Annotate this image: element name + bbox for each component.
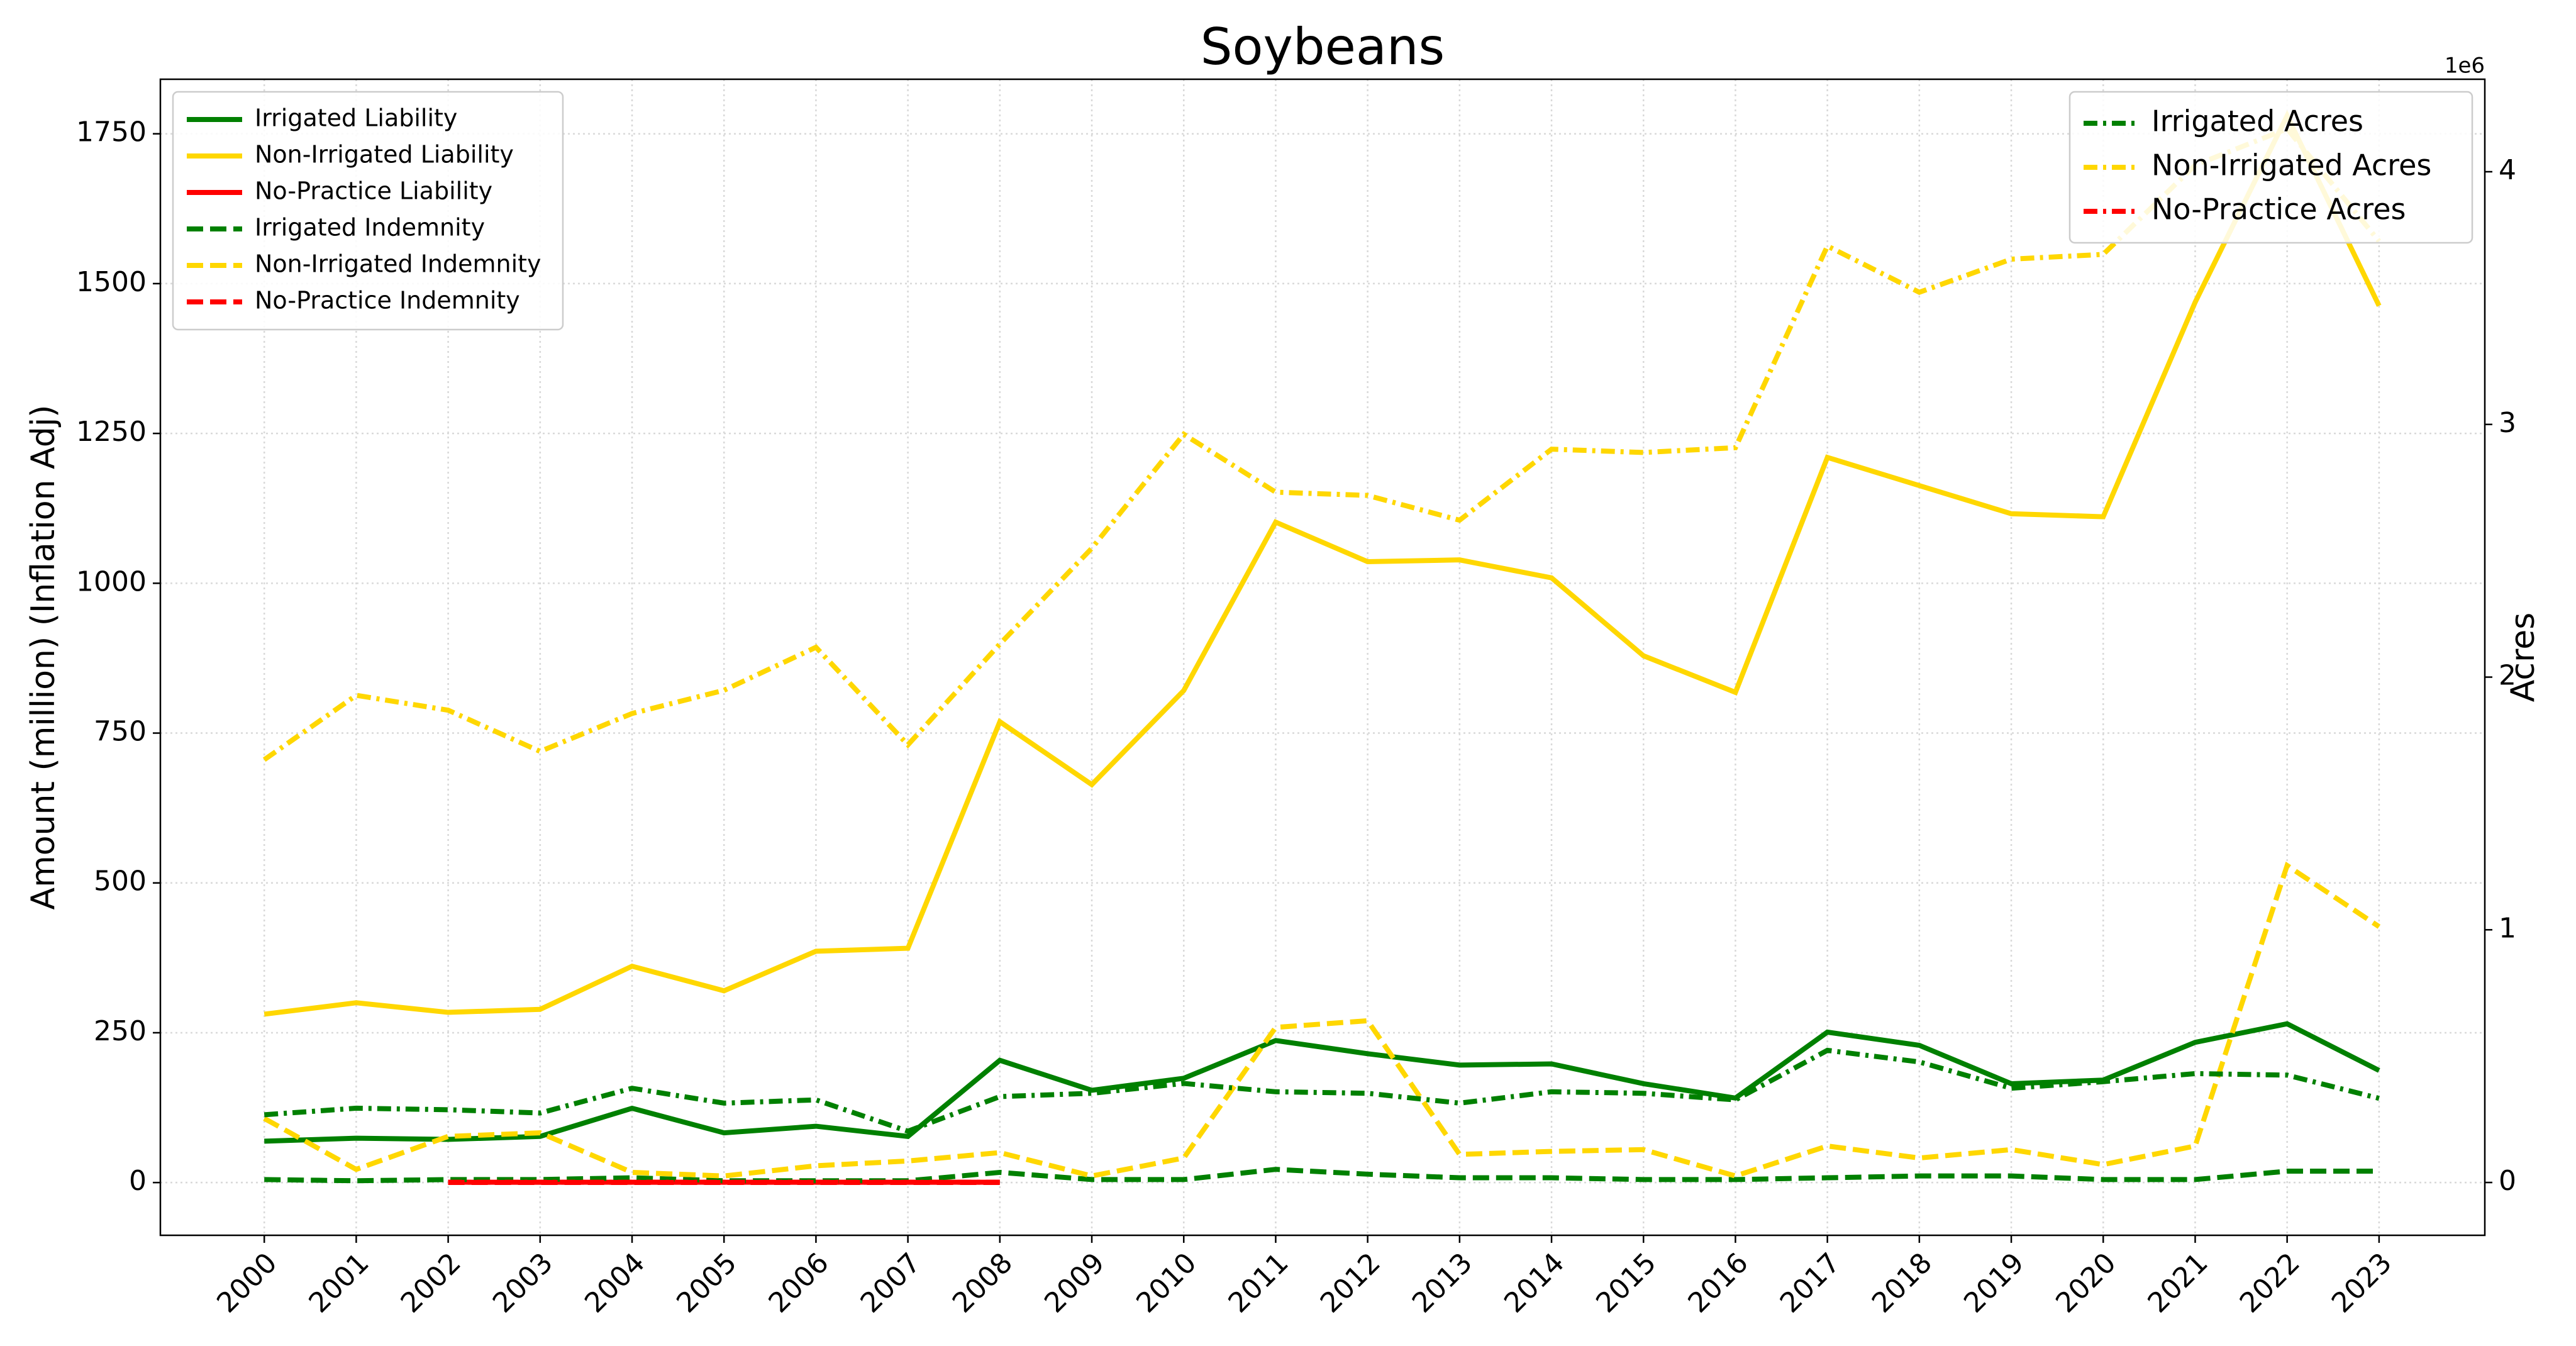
- y2-axis-label: Acres: [2504, 613, 2542, 703]
- legend-label: Irrigated Acres: [2151, 104, 2363, 138]
- y2-tick-label: 0: [2499, 1165, 2516, 1197]
- legend-label: No-Practice Acres: [2151, 192, 2406, 226]
- y-tick-label: 250: [94, 1015, 147, 1047]
- plot-frame: [159, 78, 2486, 1237]
- legend-box: [2068, 91, 2473, 244]
- legend: Irrigated Liability Non-Irrigated Liabili…: [172, 91, 564, 331]
- y-tick-label: 0: [129, 1165, 147, 1197]
- legend-label: No-Practice Liability: [255, 177, 492, 205]
- legend-label: Non-Irrigated Liability: [255, 141, 514, 169]
- y-tick-label: 1500: [76, 266, 147, 298]
- y-tick-label: 1000: [76, 565, 147, 598]
- chart-title: Soybeans: [1201, 18, 1445, 76]
- y2-tick-label: 4: [2499, 154, 2516, 186]
- legend: Irrigated Acres Non-Irrigated Acres No-Pra…: [2068, 91, 2473, 244]
- legend-label: Irrigated Liability: [255, 104, 457, 132]
- y2-tick-label: 2: [2499, 660, 2516, 692]
- series-line: [264, 110, 2382, 1017]
- series-line: [264, 1021, 2380, 1144]
- legend-box: [172, 91, 564, 331]
- series-line: [262, 125, 2381, 762]
- y-tick-label: 500: [94, 865, 147, 898]
- series-line: [263, 861, 2381, 1179]
- legend-label: Non-Irrigated Acres: [2151, 148, 2431, 182]
- legend-label: Non-Irrigated Indemnity: [255, 250, 541, 278]
- y2-offset-label: 1e6: [2445, 53, 2485, 79]
- legend-label: No-Practice Indemnity: [255, 287, 520, 314]
- legend-label: Irrigated Indemnity: [255, 214, 485, 242]
- y-axis-label: Amount (million) (Inflation Adj): [25, 405, 62, 910]
- y-tick-label: 1750: [76, 116, 147, 148]
- series-line: [264, 1167, 2379, 1184]
- y-tick-label: 750: [94, 716, 147, 748]
- y2-tick-label: 3: [2499, 407, 2516, 439]
- y2-tick-label: 1: [2499, 912, 2516, 944]
- y-tick-label: 1250: [76, 416, 147, 448]
